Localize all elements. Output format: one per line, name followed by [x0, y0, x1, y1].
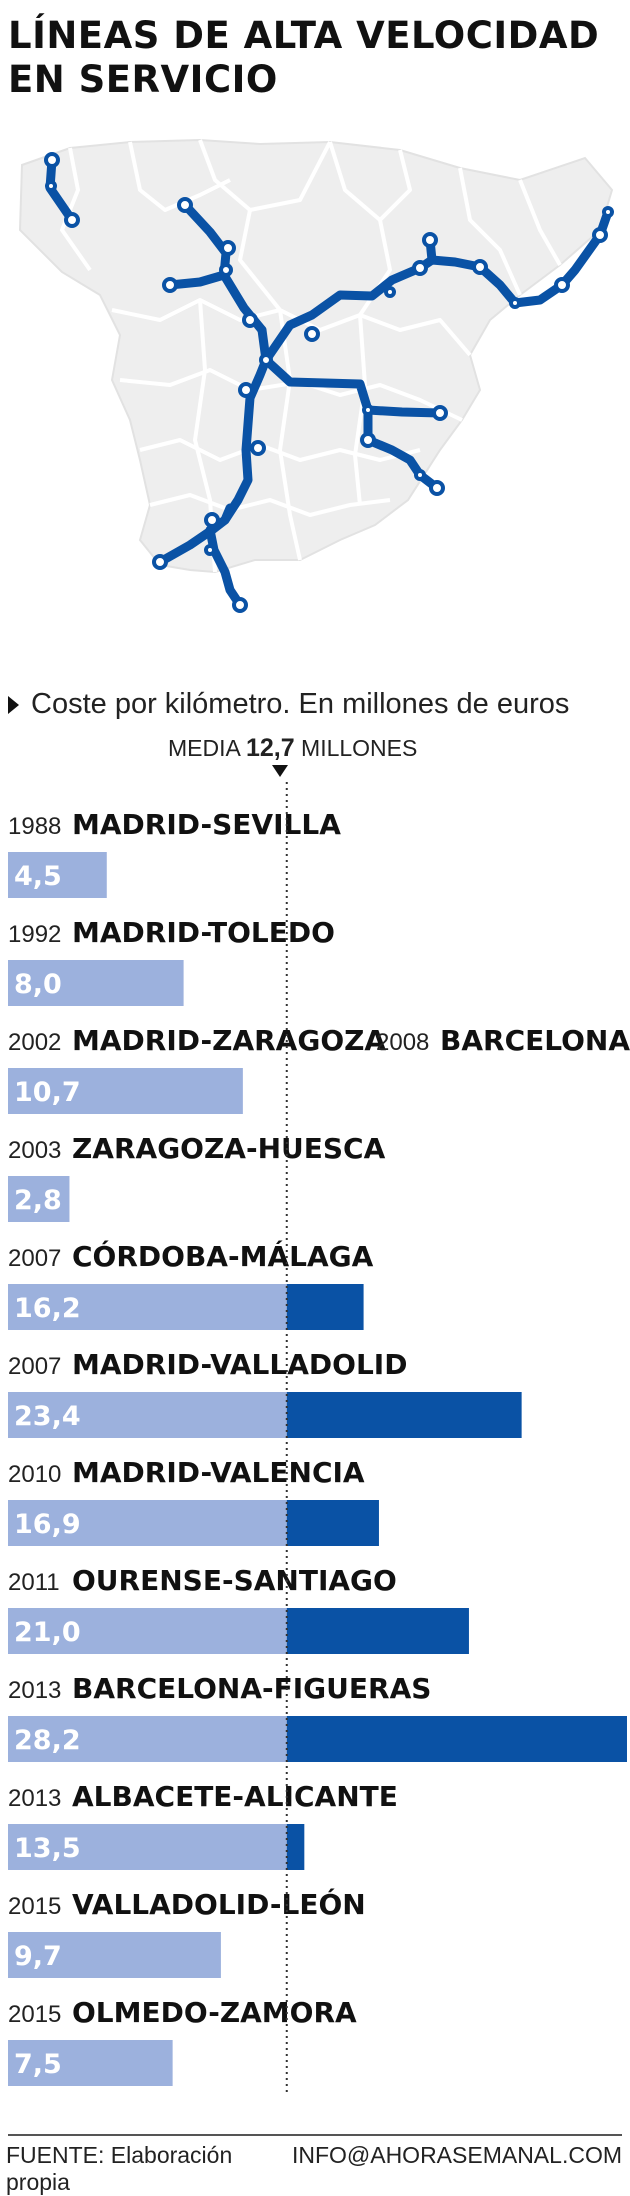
bar-value-label: 2,8 — [14, 1185, 62, 1216]
footer: FUENTE: Elaboración propia INFO@AHORASEM… — [6, 2142, 622, 2196]
bar-above-average — [286, 1716, 627, 1762]
row-name: ALBACETE-ALICANTE — [72, 1780, 398, 1813]
row-name: MADRID-VALENCIA — [72, 1456, 365, 1489]
station-markers — [44, 152, 614, 613]
footer-source: FUENTE: Elaboración propia — [6, 2142, 233, 2195]
bar-above-average — [286, 1284, 364, 1330]
bar-value-label: 10,7 — [14, 1077, 81, 1108]
bar-value-label: 13,5 — [14, 1833, 81, 1864]
row-year: 2013 — [8, 1785, 61, 1812]
row-extra-year: 2008 — [376, 1029, 429, 1056]
title-line-2: EN SERVICIO — [8, 58, 278, 101]
row-name: OLMEDO-ZAMORA — [72, 1996, 357, 2029]
bar-below-average — [8, 1608, 287, 1654]
row-year: 2007 — [8, 1245, 61, 1272]
row-extra-name: BARCELONA — [440, 1024, 630, 1057]
bar-below-average — [8, 1392, 287, 1438]
play-triangle-icon — [8, 696, 19, 714]
row-year: 1988 — [8, 813, 61, 840]
row-name: CÓRDOBA-MÁLAGA — [72, 1239, 374, 1273]
bar-value-label: 21,0 — [14, 1617, 81, 1648]
average-prefix: MEDIA — [168, 735, 240, 761]
bar-above-average — [286, 1392, 522, 1438]
bar-above-average — [286, 1824, 305, 1870]
bar-value-label: 16,2 — [14, 1293, 81, 1324]
row-year: 2015 — [8, 1893, 61, 1920]
bar-value-label: 23,4 — [14, 1401, 81, 1432]
bar-below-average — [8, 1176, 70, 1222]
footer-divider — [8, 2134, 622, 2136]
bar-below-average — [8, 1932, 221, 1978]
bar-above-average — [286, 1608, 469, 1654]
footer-contact: INFO@AHORASEMANAL.COM — [291, 2142, 622, 2168]
row-name: VALLADOLID-LEÓN — [72, 1887, 366, 1921]
row-year: 2011 — [8, 1569, 60, 1596]
row-name: MADRID-ZARAGOZA — [72, 1024, 386, 1057]
page-title: LÍNEAS DE ALTA VELOCIDAD EN SERVICIO — [8, 14, 608, 102]
row-name: MADRID-TOLEDO — [72, 916, 335, 949]
bar-above-average — [286, 1500, 379, 1546]
row-name: OURENSE-SANTIAGO — [72, 1564, 397, 1597]
bar-value-label: 16,9 — [14, 1509, 81, 1540]
row-name: ZARAGOZA-HUESCA — [72, 1132, 386, 1165]
bar-below-average — [8, 2040, 173, 2086]
row-name: MADRID-SEVILLA — [72, 808, 341, 841]
average-label: MEDIA 12,7 MILLONES — [168, 734, 417, 763]
bar-below-average — [8, 1716, 287, 1762]
bar-below-average — [8, 1068, 243, 1114]
subtitle-text: Coste por kilómetro. En millones de euro… — [31, 688, 570, 720]
bar-below-average — [8, 960, 184, 1006]
row-year: 1992 — [8, 921, 61, 948]
spain-map — [18, 138, 614, 613]
row-year: 2010 — [8, 1461, 61, 1488]
row-name: MADRID-VALLADOLID — [72, 1348, 407, 1381]
bar-value-label: 7,5 — [14, 2049, 62, 2080]
average-down-arrow-icon — [272, 765, 288, 777]
row-year: 2007 — [8, 1353, 61, 1380]
bar-value-label: 8,0 — [14, 969, 62, 1000]
bar-below-average — [8, 1284, 287, 1330]
bar-below-average — [8, 852, 107, 898]
title-line-1: LÍNEAS DE ALTA VELOCIDAD — [8, 14, 600, 57]
bar-below-average — [8, 1500, 287, 1546]
bar-value-label: 28,2 — [14, 1725, 81, 1756]
average-value: 12,7 — [245, 734, 295, 762]
row-year: 2013 — [8, 1677, 61, 1704]
row-year: 2015 — [8, 2001, 61, 2028]
chart-subtitle: Coste por kilómetro. En millones de euro… — [8, 688, 569, 721]
bar-below-average — [8, 1824, 287, 1870]
row-year: 2003 — [8, 1137, 61, 1164]
bar-value-label: 4,5 — [14, 861, 62, 892]
bar-value-label: 9,7 — [14, 1941, 62, 1972]
row-name: BARCELONA-FIGUERAS — [72, 1672, 431, 1705]
row-year: 2002 — [8, 1029, 61, 1056]
average-suffix: MILLONES — [301, 735, 418, 761]
